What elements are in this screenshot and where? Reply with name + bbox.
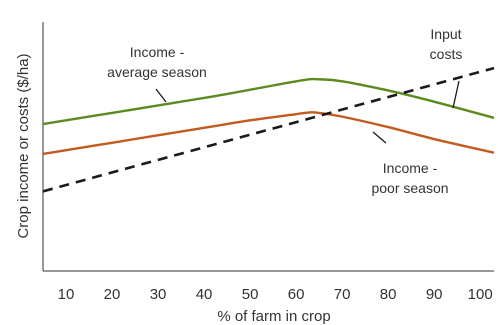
annotation-costs: Input costs [430, 26, 463, 62]
series-line-income-average [42, 77, 495, 126]
x-tick-label: 60 [288, 286, 305, 303]
x-tick-label: 10 [58, 286, 75, 303]
x-tick-label: 80 [380, 286, 397, 303]
leader-line-average [155, 88, 167, 103]
x-tick-label: 70 [334, 286, 351, 303]
x-tick-label: 20 [104, 286, 121, 303]
axes [42, 22, 494, 272]
x-tick-label: 100 [468, 286, 493, 303]
leader-line-costs [452, 80, 460, 109]
y-axis-title: Crop income or costs ($/ha) [15, 53, 32, 238]
x-tick-label: 50 [242, 286, 259, 303]
annotations: Income -average season Input costs Income -… [107, 26, 462, 196]
annotation-poor: Income -poor season [371, 160, 448, 196]
annotation-average: Income -average season [107, 44, 207, 80]
annotation-leaders [155, 80, 460, 144]
leader-line-poor [372, 131, 387, 144]
series-line-input-costs [42, 66, 495, 193]
series-lines [42, 66, 495, 193]
x-tick-label: 90 [426, 286, 443, 303]
x-tick-label: 40 [196, 286, 213, 303]
series-line-income-poor [42, 111, 495, 156]
x-tick-labels: 10 20 30 40 50 60 70 80 90 100 [58, 286, 493, 303]
x-tick-label: 30 [150, 286, 167, 303]
x-axis-title: % of farm in crop [217, 308, 330, 325]
